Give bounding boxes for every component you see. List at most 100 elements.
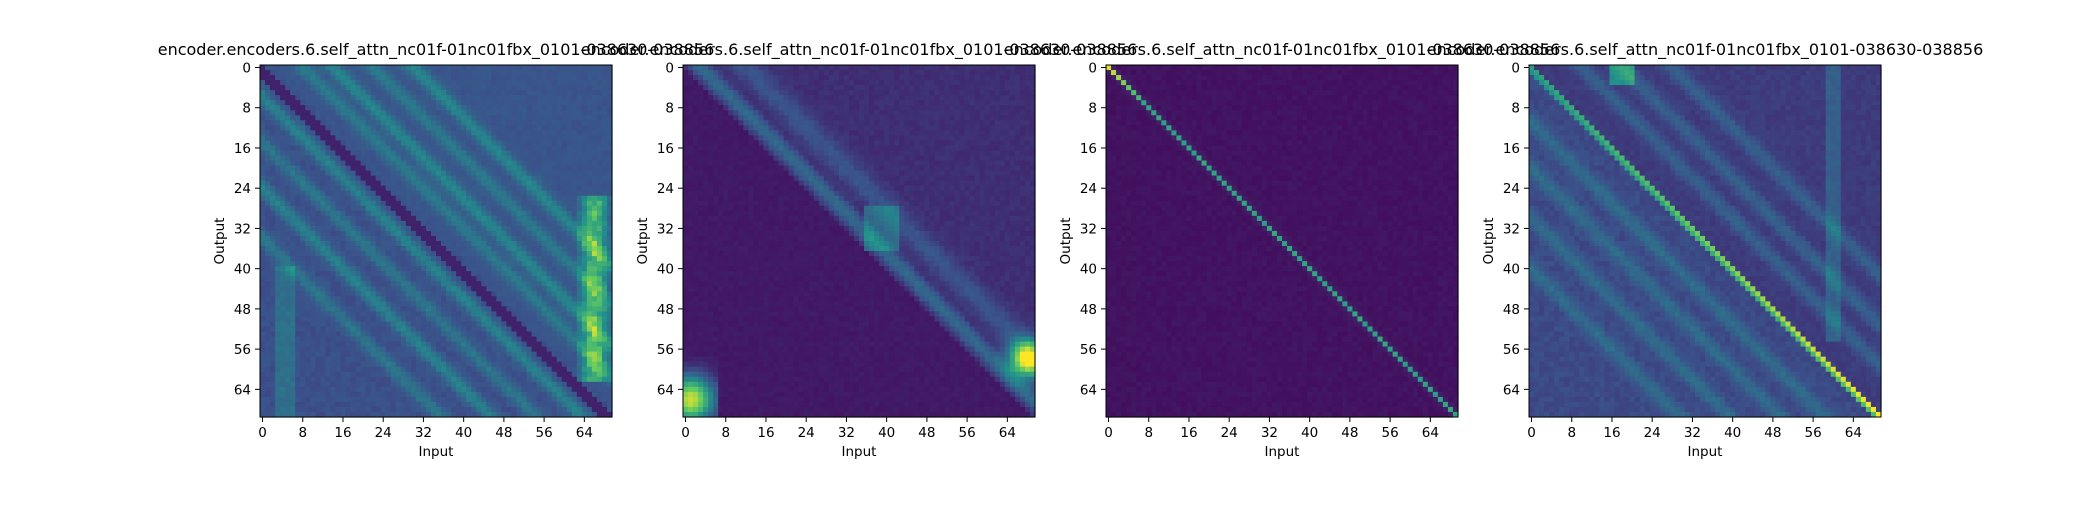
heatmap-cell	[567, 342, 573, 348]
heatmap-cell	[335, 216, 341, 222]
heatmap-cell	[325, 191, 331, 197]
heatmap-cell	[567, 206, 573, 212]
heatmap-cell	[542, 80, 548, 86]
heatmap-cell	[275, 397, 281, 403]
heatmap-cell	[275, 407, 281, 413]
heatmap-cell	[491, 407, 497, 413]
heatmap-cell	[506, 166, 512, 172]
heatmap-cell	[582, 342, 588, 348]
heatmap-cell	[330, 382, 336, 388]
heatmap-cell	[486, 156, 492, 162]
heatmap-cell	[305, 332, 311, 338]
heatmap-cell	[446, 256, 452, 262]
heatmap-cell	[562, 201, 568, 207]
heatmap-cell	[587, 150, 593, 156]
panel-1-cells	[260, 65, 613, 418]
heatmap-cell	[411, 402, 417, 408]
heatmap-cell	[340, 186, 346, 192]
heatmap-cell	[446, 176, 452, 182]
heatmap-cell	[376, 100, 382, 106]
heatmap-cell	[572, 201, 578, 207]
heatmap-cell	[461, 145, 467, 151]
heatmap-cell	[532, 211, 538, 217]
heatmap-cell	[501, 80, 507, 86]
heatmap-cell	[275, 342, 281, 348]
heatmap-cell	[471, 231, 477, 237]
heatmap-cell	[869, 65, 875, 71]
heatmap-cell	[506, 135, 512, 141]
heatmap-cell	[532, 130, 538, 136]
heatmap-cell	[320, 256, 326, 262]
heatmap-cell	[295, 352, 301, 358]
heatmap-cell	[345, 266, 351, 272]
heatmap-cell	[366, 125, 372, 131]
heatmap-cell	[496, 251, 502, 257]
heatmap-cell	[587, 301, 593, 307]
heatmap-cell	[280, 100, 286, 106]
heatmap-cell	[552, 156, 558, 162]
heatmap-cell	[582, 70, 588, 76]
heatmap-cell	[305, 236, 311, 242]
heatmap-cell	[340, 311, 346, 317]
heatmap-cell	[471, 80, 477, 86]
heatmap-cell	[396, 261, 402, 267]
heatmap-cell	[391, 196, 397, 202]
heatmap-cell	[521, 337, 527, 343]
heatmap-cell	[461, 201, 467, 207]
heatmap-cell	[406, 311, 412, 317]
heatmap-cell	[260, 135, 266, 141]
heatmap-cell	[567, 115, 573, 121]
heatmap-cell	[582, 65, 588, 71]
heatmap-cell	[431, 120, 437, 126]
heatmap-cell	[315, 357, 321, 363]
heatmap-cell	[300, 176, 306, 182]
heatmap-cell	[260, 145, 266, 151]
heatmap-cell	[577, 181, 583, 187]
heatmap-cell	[471, 367, 477, 373]
heatmap-cell	[396, 166, 402, 172]
heatmap-cell	[597, 266, 603, 272]
heatmap-cell	[451, 367, 457, 373]
heatmap-cell	[270, 196, 276, 202]
heatmap-cell	[401, 352, 407, 358]
heatmap-cell	[376, 90, 382, 96]
heatmap-cell	[491, 125, 497, 131]
heatmap-cell	[401, 397, 407, 403]
heatmap-cell	[496, 166, 502, 172]
heatmap-cell	[501, 216, 507, 222]
heatmap-cell	[320, 176, 326, 182]
heatmap-cell	[270, 266, 276, 272]
heatmap-cell	[804, 65, 810, 71]
heatmap-cell	[315, 402, 321, 408]
heatmap-cell	[371, 372, 377, 378]
heatmap-cell	[532, 281, 538, 287]
heatmap-cell	[401, 236, 407, 242]
heatmap-cell	[401, 347, 407, 353]
heatmap-cell	[260, 176, 266, 182]
heatmap-cell	[371, 296, 377, 302]
heatmap-cell	[376, 256, 382, 262]
heatmap-cell	[481, 342, 487, 348]
heatmap-cell	[396, 342, 402, 348]
heatmap-cell	[532, 226, 538, 232]
heatmap-cell	[431, 291, 437, 297]
heatmap-cell	[602, 301, 608, 307]
heatmap-cell	[582, 181, 588, 187]
heatmap-cell	[486, 397, 492, 403]
heatmap-cell	[361, 402, 367, 408]
heatmap-cell	[396, 271, 402, 277]
heatmap-cell	[300, 150, 306, 156]
heatmap-cell	[552, 246, 558, 252]
heatmap-cell	[345, 256, 351, 262]
heatmap-cell	[481, 301, 487, 307]
heatmap-cell	[587, 296, 593, 302]
heatmap-cell	[295, 407, 301, 413]
heatmap-cell	[356, 387, 362, 393]
heatmap-cell	[265, 407, 271, 413]
heatmap-cell	[511, 75, 517, 81]
heatmap-cell	[501, 110, 507, 116]
heatmap-cell	[315, 196, 321, 202]
heatmap-cell	[436, 105, 442, 111]
heatmap-cell	[386, 271, 392, 277]
heatmap-cell	[733, 65, 739, 71]
